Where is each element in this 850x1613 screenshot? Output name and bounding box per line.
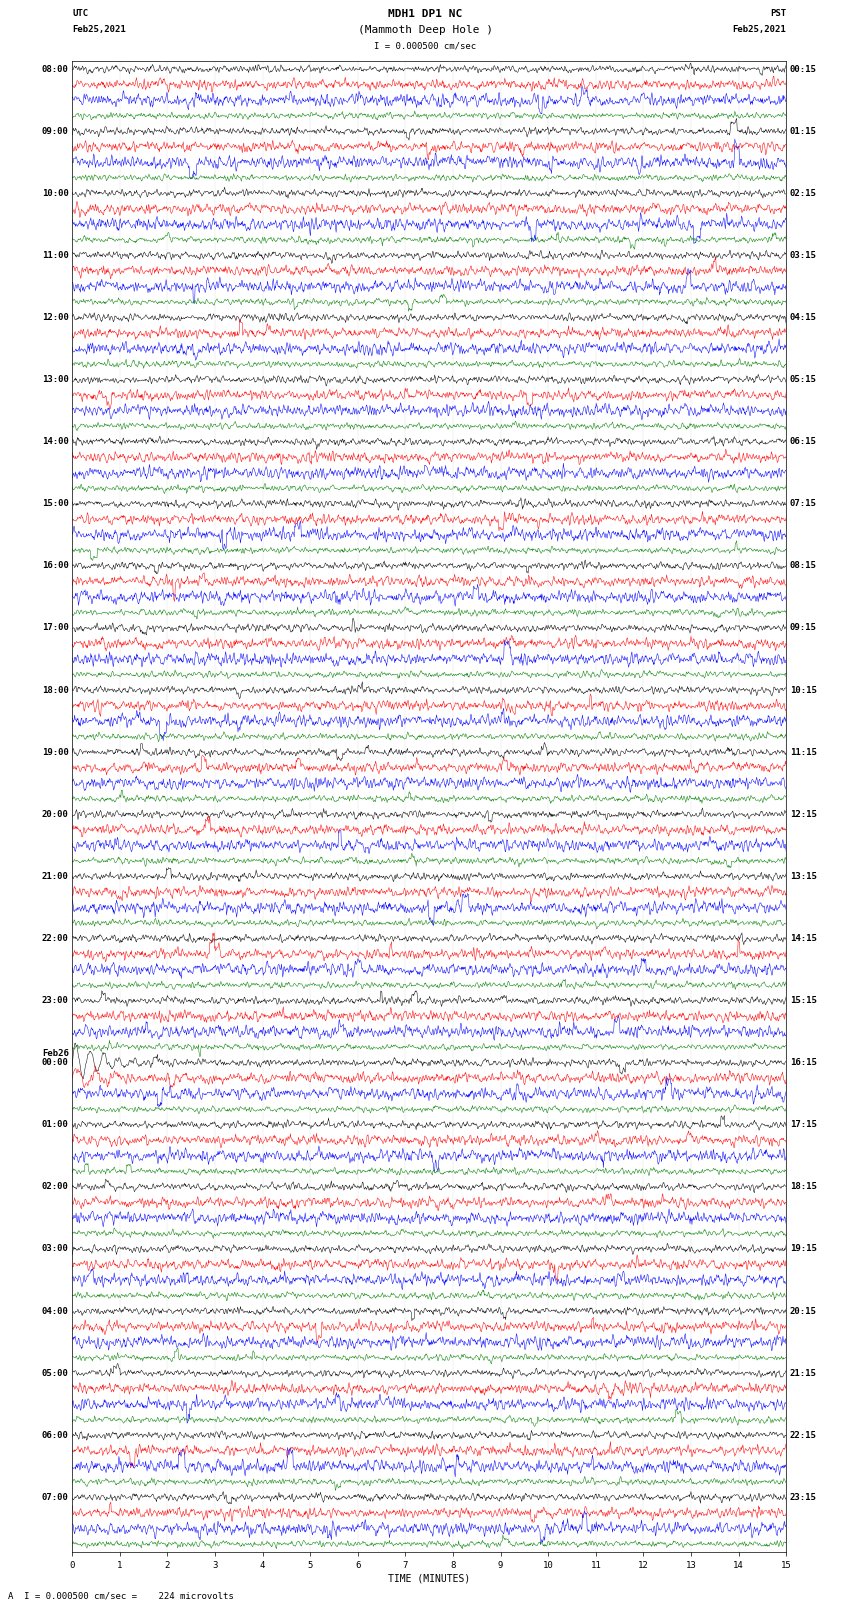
Text: 22:00: 22:00 (42, 934, 69, 944)
Text: 22:15: 22:15 (790, 1431, 817, 1440)
Text: 08:00: 08:00 (42, 65, 69, 74)
Text: 19:00: 19:00 (42, 748, 69, 756)
Text: 10:15: 10:15 (790, 686, 817, 695)
Text: 13:15: 13:15 (790, 873, 817, 881)
Text: UTC: UTC (72, 10, 88, 18)
Text: 01:15: 01:15 (790, 127, 817, 135)
Text: 11:15: 11:15 (790, 748, 817, 756)
Text: Feb25,2021: Feb25,2021 (733, 26, 786, 34)
Text: 14:00: 14:00 (42, 437, 69, 447)
Text: MDH1 DP1 NC: MDH1 DP1 NC (388, 10, 462, 19)
Text: 21:15: 21:15 (790, 1369, 817, 1378)
Text: (Mammoth Deep Hole ): (Mammoth Deep Hole ) (358, 26, 492, 35)
Text: 07:15: 07:15 (790, 500, 817, 508)
Text: 21:00: 21:00 (42, 873, 69, 881)
Text: 07:00: 07:00 (42, 1494, 69, 1502)
Text: I = 0.000500 cm/sec: I = 0.000500 cm/sec (374, 42, 476, 50)
Text: 14:15: 14:15 (790, 934, 817, 944)
Text: 18:00: 18:00 (42, 686, 69, 695)
Text: 06:00: 06:00 (42, 1431, 69, 1440)
Text: 00:15: 00:15 (790, 65, 817, 74)
Text: 00:00: 00:00 (42, 1058, 69, 1068)
Text: Feb26: Feb26 (42, 1048, 69, 1058)
Text: 05:00: 05:00 (42, 1369, 69, 1378)
Text: 17:15: 17:15 (790, 1121, 817, 1129)
Text: 09:15: 09:15 (790, 624, 817, 632)
Text: Feb25,2021: Feb25,2021 (72, 26, 126, 34)
Text: 03:00: 03:00 (42, 1245, 69, 1253)
Text: 03:15: 03:15 (790, 252, 817, 260)
Text: 01:00: 01:00 (42, 1121, 69, 1129)
Text: 16:15: 16:15 (790, 1058, 817, 1068)
Text: 18:15: 18:15 (790, 1182, 817, 1192)
Text: 02:00: 02:00 (42, 1182, 69, 1192)
Text: 15:00: 15:00 (42, 500, 69, 508)
Text: A  I = 0.000500 cm/sec =    224 microvolts: A I = 0.000500 cm/sec = 224 microvolts (8, 1590, 235, 1600)
Text: 04:00: 04:00 (42, 1307, 69, 1316)
Text: 12:00: 12:00 (42, 313, 69, 323)
Text: 08:15: 08:15 (790, 561, 817, 571)
Text: 06:15: 06:15 (790, 437, 817, 447)
Text: PST: PST (770, 10, 786, 18)
Text: 23:15: 23:15 (790, 1494, 817, 1502)
Text: 17:00: 17:00 (42, 624, 69, 632)
X-axis label: TIME (MINUTES): TIME (MINUTES) (388, 1574, 470, 1584)
Text: 02:15: 02:15 (790, 189, 817, 198)
Text: 12:15: 12:15 (790, 810, 817, 819)
Text: 04:15: 04:15 (790, 313, 817, 323)
Text: 20:00: 20:00 (42, 810, 69, 819)
Text: 05:15: 05:15 (790, 376, 817, 384)
Text: 23:00: 23:00 (42, 997, 69, 1005)
Text: 10:00: 10:00 (42, 189, 69, 198)
Text: 16:00: 16:00 (42, 561, 69, 571)
Text: 15:15: 15:15 (790, 997, 817, 1005)
Text: 20:15: 20:15 (790, 1307, 817, 1316)
Text: 19:15: 19:15 (790, 1245, 817, 1253)
Text: 09:00: 09:00 (42, 127, 69, 135)
Text: 11:00: 11:00 (42, 252, 69, 260)
Text: 13:00: 13:00 (42, 376, 69, 384)
